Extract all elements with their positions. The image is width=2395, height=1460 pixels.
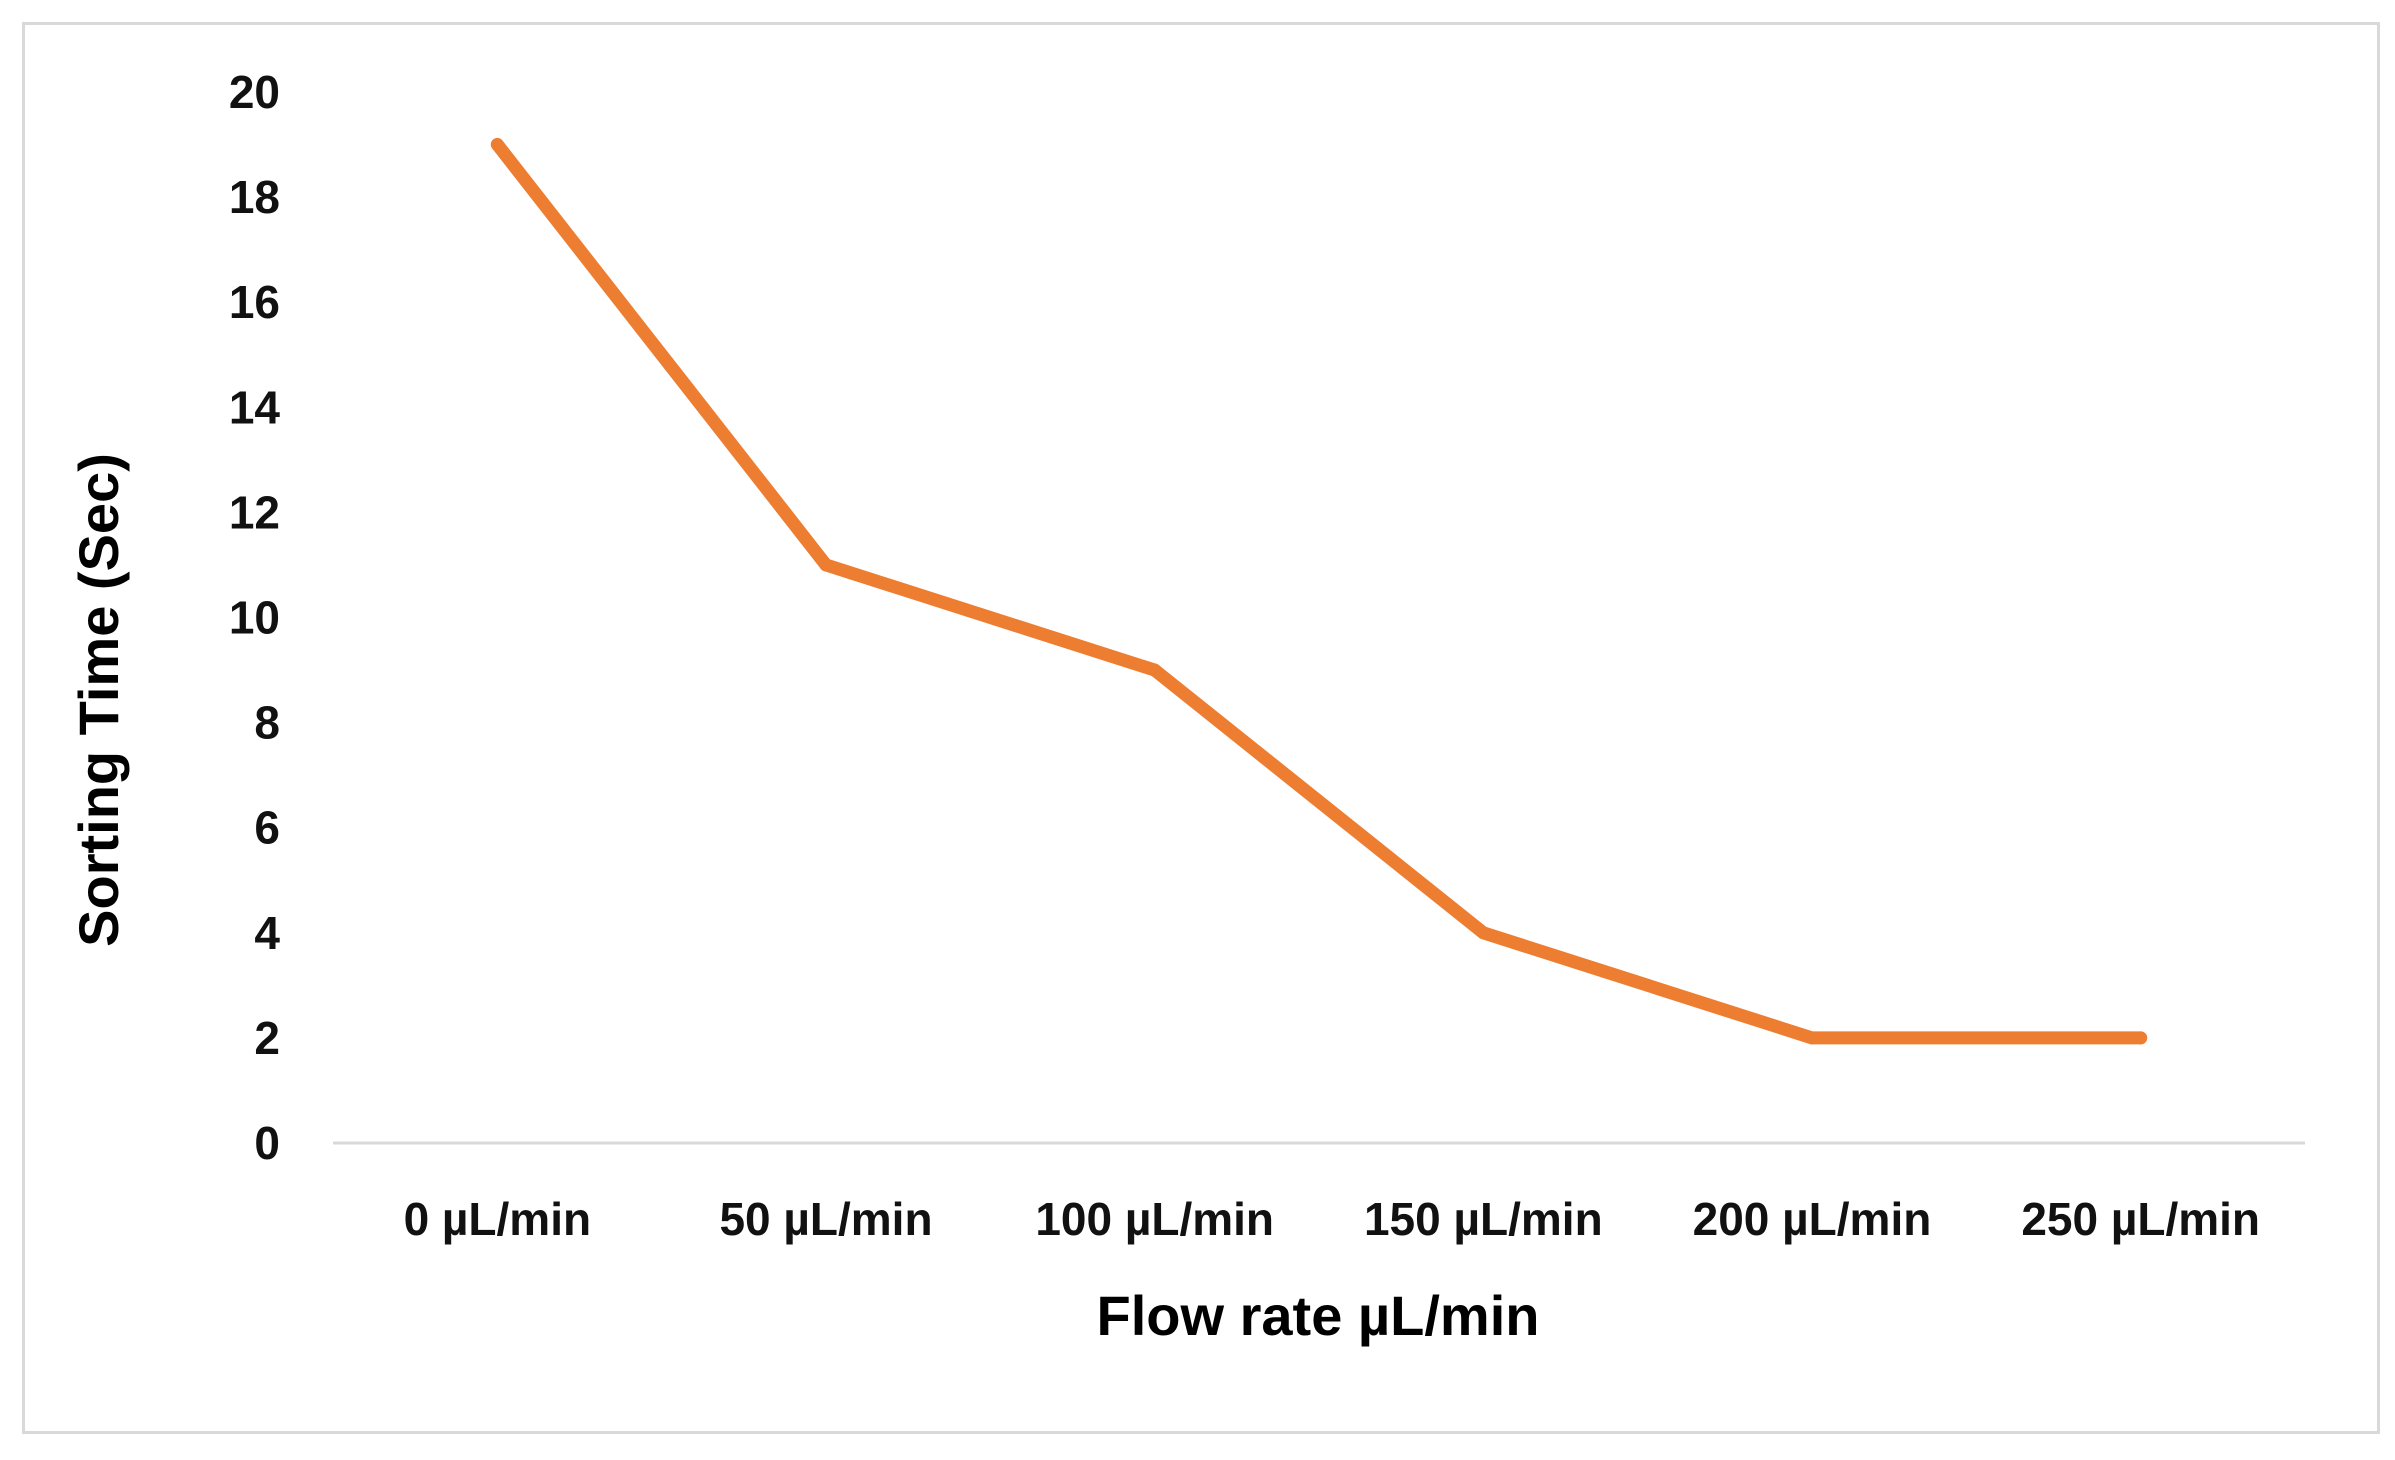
chart-frame [22, 22, 2380, 1434]
y-tick-label: 10 [229, 592, 280, 644]
x-tick-label: 150 µL/min [1364, 1193, 1603, 1245]
y-tick-label: 2 [254, 1012, 280, 1064]
y-axis-title: Sorting Time (Sec) [67, 453, 130, 947]
y-tick-label: 18 [229, 171, 280, 223]
data-point [819, 558, 833, 572]
y-tick-label: 20 [229, 66, 280, 118]
x-tick-label: 250 µL/min [2021, 1193, 2260, 1245]
data-point [1148, 663, 1162, 677]
y-tick-label: 14 [229, 381, 281, 433]
x-tick-label: 50 µL/min [719, 1193, 932, 1245]
x-axis-ticks: 0 µL/min 50 µL/min 100 µL/min 150 µL/min 200… [404, 1193, 2260, 1245]
series-layer [490, 138, 2148, 1045]
series-line [490, 138, 2148, 1045]
y-tick-label: 12 [229, 486, 280, 538]
data-point [2134, 1031, 2148, 1045]
y-tick-label: 6 [254, 802, 280, 854]
data-point [1476, 926, 1490, 940]
y-axis-ticks: 0 2 4 6 8 10 12 14 16 18 20 [229, 66, 281, 1169]
y-tick-label: 4 [254, 907, 280, 959]
x-tick-label: 100 µL/min [1035, 1193, 1274, 1245]
data-point [490, 138, 504, 152]
y-tick-label: 0 [254, 1117, 280, 1169]
data-point [1805, 1031, 1819, 1045]
y-tick-label: 8 [254, 697, 280, 749]
x-tick-label: 200 µL/min [1693, 1193, 1932, 1245]
y-tick-label: 16 [229, 276, 280, 328]
x-axis-title: Flow rate µL/min [1097, 1284, 1540, 1347]
x-tick-label: 0 µL/min [404, 1193, 592, 1245]
